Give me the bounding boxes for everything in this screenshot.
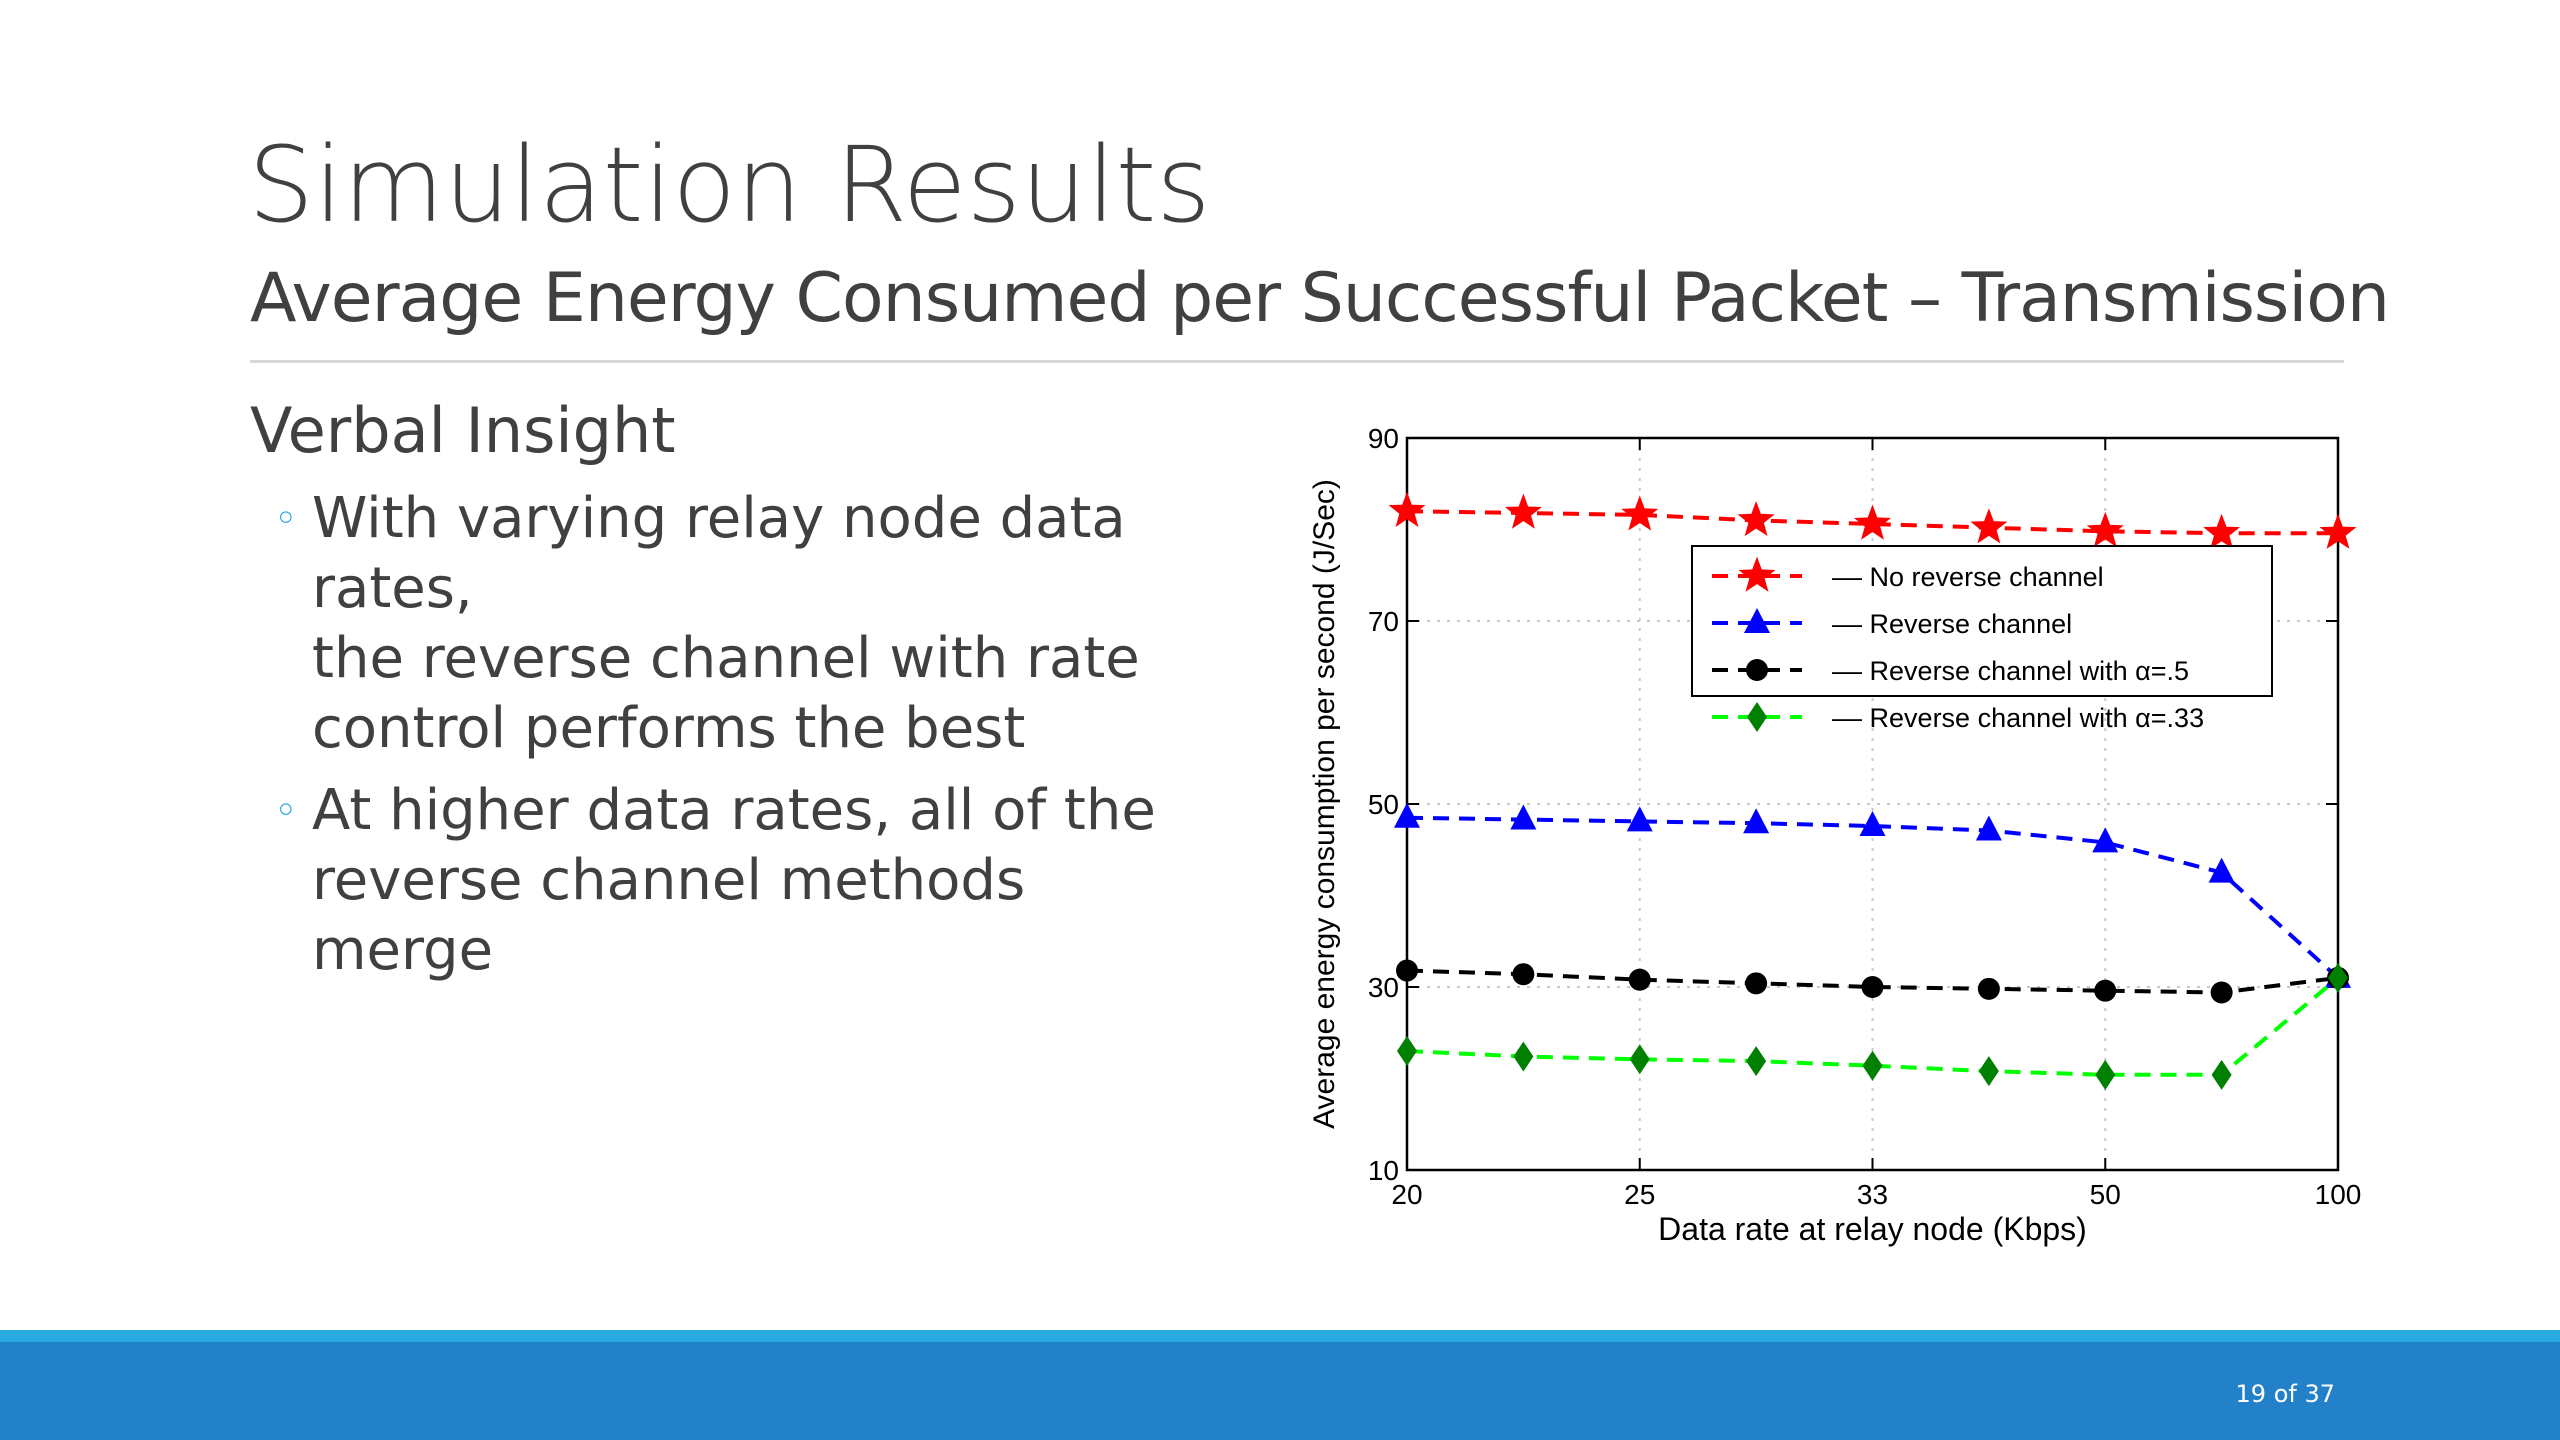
legend-label: –– No reverse channel [1832, 562, 2104, 592]
data-point-triangle [1626, 806, 1653, 832]
data-point-star [1504, 493, 1542, 529]
series-star [1388, 491, 2357, 549]
y-tick-label: 90 [1368, 423, 1399, 454]
slide-title: Simulation Results [248, 124, 1211, 246]
data-point-diamond [1629, 1044, 1650, 1075]
data-point-triangle [2092, 827, 2119, 853]
y-tick-label: 70 [1368, 606, 1399, 637]
series-triangle [1394, 802, 2351, 988]
data-point-star [1854, 504, 1891, 540]
data-point-star [1737, 500, 1775, 537]
legend-label: –– Reverse channel with α=.5 [1832, 656, 2189, 686]
bullet-line: With varying relay node data rates, [312, 486, 1126, 621]
data-point-triangle [2208, 857, 2235, 883]
data-point-triangle [1743, 808, 1770, 834]
data-point-diamond [2095, 1059, 2116, 1090]
legend-label: –– Reverse channel with α=.33 [1832, 703, 2204, 733]
x-tick-label: 25 [1624, 1179, 1655, 1210]
legend-marker-circle [1746, 659, 1768, 681]
title-divider [250, 360, 2344, 363]
data-point-star [1970, 508, 2008, 544]
data-point-diamond [1746, 1046, 1767, 1077]
data-point-circle [2210, 981, 2233, 1004]
bullet-line: the reverse channel with rate [312, 626, 1140, 691]
data-point-circle [1977, 977, 2000, 1000]
y-axis-label: Average energy consumption per second (J… [1308, 479, 1341, 1129]
x-axis-label: Data rate at relay node (Kbps) [1658, 1211, 2087, 1247]
data-point-triangle [1975, 815, 2002, 841]
bullet-line: merge [312, 918, 494, 983]
data-point-triangle [1859, 810, 1886, 836]
data-point-star [2203, 513, 2241, 549]
data-point-triangle [1394, 802, 1420, 828]
data-point-circle [1745, 972, 1768, 995]
bullet-line: At higher data rates, all of the [312, 778, 1156, 843]
page-number: 19 of 37 [2235, 1380, 2335, 1408]
line-chart: 10 30 50 70 90 20 25 33 50 100 Data rate at relay … [1308, 423, 2362, 1247]
data-point-circle [1628, 968, 1651, 991]
data-point-circle [2094, 979, 2117, 1002]
x-tick-label: 20 [1391, 1179, 1422, 1210]
data-point-circle [1396, 959, 1418, 982]
y-tick-label: 10 [1368, 1155, 1399, 1186]
energy-chart: 10 30 50 70 90 20 25 33 50 100 Data rate at relay … [1300, 410, 2380, 1270]
series-circle [1396, 959, 2349, 1004]
series-line [1406, 815, 2340, 980]
data-point-diamond [1978, 1056, 1999, 1087]
x-tick-label: 33 [1857, 1179, 1888, 1210]
data-point-circle [1861, 976, 1884, 998]
bullet-marker-icon: ◦ [274, 496, 298, 542]
footer-bar [0, 1342, 2560, 1440]
legend-marker-triangle [1744, 608, 1770, 633]
data-point-star [2319, 513, 2357, 549]
slide-subtitle: Average Energy Consumed per Successful P… [250, 259, 2390, 338]
series-diamond [1397, 962, 2348, 1090]
legend-marker-diamond [1747, 702, 1767, 732]
data-point-diamond [2211, 1059, 2232, 1090]
data-point-diamond [1862, 1050, 1883, 1081]
data-point-circle [1512, 963, 1535, 986]
y-tick-label: 50 [1368, 789, 1399, 820]
footer-accent-bar [0, 1330, 2560, 1342]
data-point-diamond [1513, 1041, 1534, 1072]
y-tick-label: 30 [1368, 972, 1399, 1003]
data-point-star [2086, 511, 2124, 548]
data-point-triangle [1510, 804, 1537, 830]
data-point-diamond [1397, 1036, 1417, 1067]
data-point-star [1388, 491, 1426, 527]
legend-label: –– Reverse channel [1832, 609, 2072, 639]
legend-box [1691, 545, 2273, 697]
x-tick-label: 50 [2090, 1179, 2121, 1210]
bullet-list: ◦ With varying relay node data rates, th… [270, 484, 1250, 998]
legend-marker-star [1738, 556, 1776, 592]
bullet-line: control performs the best [312, 696, 1026, 761]
bullet-item: ◦ At higher data rates, all of the rever… [270, 776, 1250, 986]
data-point-star [1621, 495, 1659, 531]
data-point-diamond [2328, 962, 2348, 993]
bullet-marker-icon: ◦ [274, 788, 298, 834]
x-tick-label: 100 [2315, 1179, 2362, 1210]
bullet-line: reverse channel methods [312, 848, 1026, 913]
section-heading: Verbal Insight [250, 394, 676, 467]
bullet-item: ◦ With varying relay node data rates, th… [270, 484, 1250, 764]
